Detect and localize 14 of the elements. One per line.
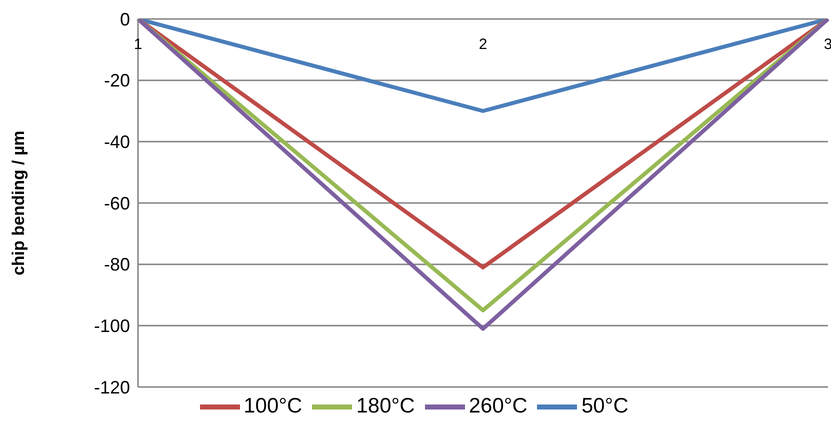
legend-label: 50°C	[581, 394, 628, 418]
y-axis-title: chip bending / µm	[9, 130, 28, 276]
y-tick-label: -40	[104, 132, 130, 152]
x-tick-label: 2	[478, 36, 488, 53]
legend-label: 260°C	[468, 394, 528, 418]
x-tick-label: 1	[134, 36, 142, 53]
y-tick-label: 0	[120, 9, 130, 30]
y-tick-label: -60	[104, 193, 130, 214]
legend-label: 100°C	[244, 394, 302, 418]
legend-label: 180°C	[356, 394, 415, 418]
y-tick-label: -120	[94, 377, 130, 398]
y-tick-label: -100	[94, 316, 130, 336]
y-tick-label: -80	[104, 254, 130, 275]
y-tick-label: -20	[104, 70, 130, 91]
